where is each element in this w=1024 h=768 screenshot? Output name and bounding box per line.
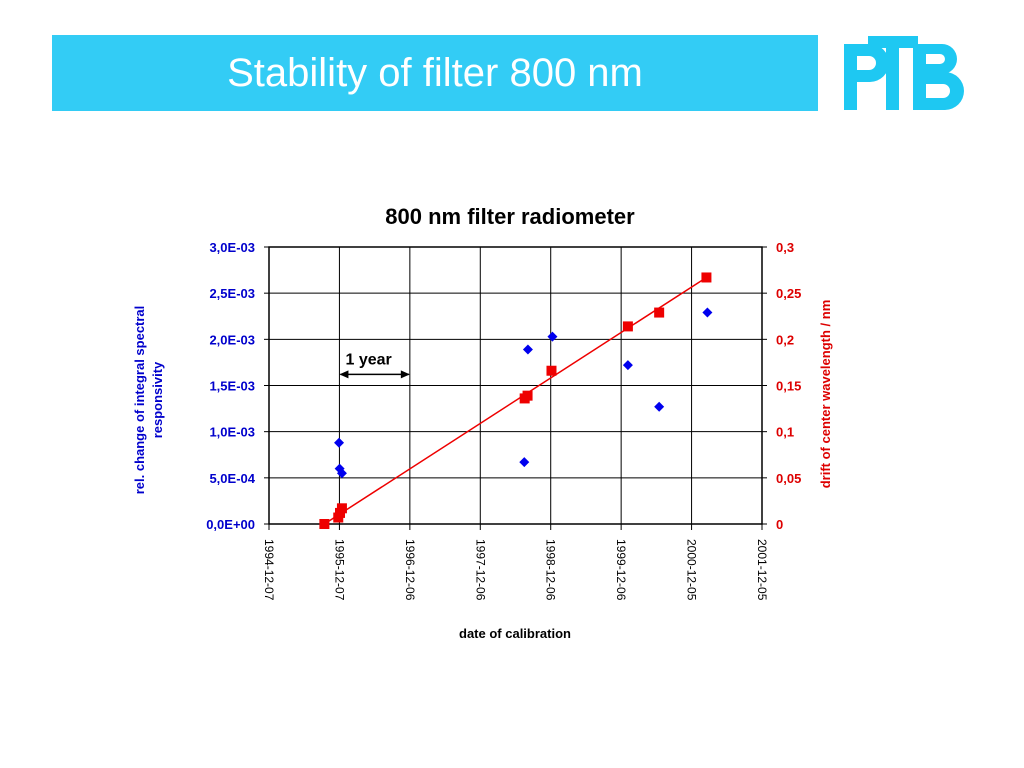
right-tick-label: 0,1 — [776, 425, 794, 440]
right-tick-label: 0,3 — [776, 240, 794, 255]
annotation: 1 year — [339, 351, 410, 379]
x-tick-label: 2000-12-05 — [685, 539, 699, 601]
diamond-point — [522, 344, 533, 355]
annotation-label: 1 year — [346, 351, 392, 368]
y-axis-label-left-line2: responsivity — [150, 361, 165, 438]
left-tick-label: 1,5E-03 — [209, 379, 255, 394]
plot-area — [268, 246, 763, 525]
diamond-point — [336, 468, 347, 479]
x-tick-label: 2001-12-05 — [755, 539, 769, 601]
square-point — [546, 365, 557, 376]
square-point — [654, 307, 665, 318]
grid — [264, 246, 767, 530]
square-point — [622, 321, 633, 332]
x-tick-label: 1998-12-06 — [544, 539, 558, 601]
annotation-arrowhead-left — [339, 370, 349, 379]
data-marks — [319, 272, 713, 529]
square-point — [336, 503, 347, 514]
left-tick-label: 3,0E-03 — [209, 240, 255, 255]
chart-title: 800 nm filter radiometer — [385, 204, 635, 229]
right-axis: 0 0,05 0,1 0,15 0,2 0,25 0,3 — [776, 240, 801, 532]
diamond-point — [547, 331, 558, 342]
annotation-arrowhead-right — [400, 370, 410, 379]
right-tick-label: 0,15 — [776, 379, 801, 394]
trendline — [323, 276, 707, 525]
left-tick-label: 5,0E-04 — [209, 471, 255, 486]
y-axis-label-right: drift of center wavelength / nm — [818, 300, 833, 489]
diamond-point — [334, 437, 345, 448]
slide-title: Stability of filter 800 nm — [227, 50, 643, 95]
diamond-point — [622, 360, 633, 371]
left-tick-label: 2,5E-03 — [209, 286, 255, 301]
right-tick-label: 0,05 — [776, 471, 801, 486]
trendline-segment — [323, 276, 707, 525]
x-tick-label: 1999-12-06 — [614, 539, 628, 601]
diamond-point — [654, 401, 665, 412]
title-banner: Stability of filter 800 nm — [52, 35, 818, 111]
left-tick-label: 2,0E-03 — [209, 332, 255, 347]
x-tick-label: 1994-12-07 — [262, 539, 276, 601]
square-point — [701, 272, 712, 283]
y-axis-label-left-line1: rel. change of integral spectral — [132, 306, 147, 495]
x-tick-label: 1995-12-07 — [332, 539, 346, 601]
x-tick-label: 1997-12-06 — [473, 539, 487, 601]
right-tick-label: 0 — [776, 517, 783, 532]
square-point — [319, 519, 330, 529]
diamond-point — [702, 307, 713, 318]
right-tick-label: 0,25 — [776, 286, 801, 301]
left-axis: 0,0E+00 5,0E-04 1,0E-03 1,5E-03 2,0E-03 2,5E-… — [206, 240, 256, 532]
ptb-logo — [844, 36, 964, 110]
diamond-point — [519, 457, 530, 468]
left-tick-label: 1,0E-03 — [209, 425, 255, 440]
x-tick-label: 1996-12-06 — [403, 539, 417, 601]
x-axis-label: date of calibration — [459, 626, 571, 641]
square-point — [522, 390, 533, 401]
left-tick-label: 0,0E+00 — [206, 517, 255, 532]
right-tick-label: 0,2 — [776, 332, 794, 347]
x-axis: 1994-12-07 1995-12-07 1996-12-06 1997-12-06… — [262, 539, 769, 601]
